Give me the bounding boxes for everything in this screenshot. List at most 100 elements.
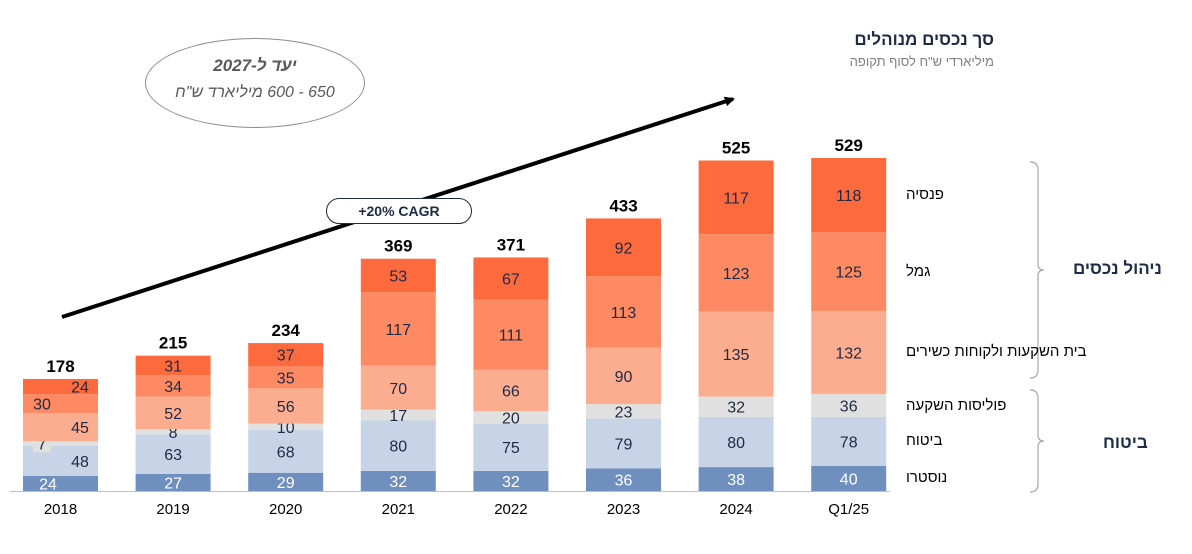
x-tick-label: 2024 <box>719 501 752 518</box>
series-label-policies: פוליסות השקעה <box>906 397 1007 414</box>
bar-segment-insurance <box>135 434 211 475</box>
bar-segment-policies <box>811 394 887 417</box>
value-label-nostro: 27 <box>164 476 182 493</box>
value-label-pension: 67 <box>502 272 520 289</box>
bar-segment-investment_house <box>248 388 324 424</box>
value-label-gemel: 35 <box>277 370 295 387</box>
value-label-policies: 23 <box>615 404 633 421</box>
value-label-policies: 8 <box>169 425 178 442</box>
target-title: יעד ל-2027 <box>213 56 297 75</box>
value-label-insurance: 63 <box>164 447 182 464</box>
value-label-nostro: 40 <box>840 471 858 488</box>
total-label: 529 <box>835 136 863 155</box>
bar-segment-insurance <box>360 420 436 471</box>
bar-segment-insurance <box>248 429 324 473</box>
value-label-gemel: 30 <box>33 396 51 413</box>
bar-segment-gemel <box>360 292 436 366</box>
bar-segment-insurance <box>473 423 549 471</box>
value-label-insurance: 79 <box>615 436 633 453</box>
value-label-pension: 24 <box>71 380 89 397</box>
bar-segment-nostro <box>586 468 661 491</box>
series-label-investment-house: בית השקעות ולקוחות כשירים <box>906 343 1087 360</box>
bar-segment-investment_house <box>811 310 887 395</box>
x-tick-label: 2022 <box>494 501 527 518</box>
bar-segment-policies <box>698 396 774 417</box>
value-label-gemel: 113 <box>611 305 637 322</box>
bar-segment-pension <box>248 343 324 367</box>
value-label-policies: 17 <box>389 408 407 425</box>
cagr-badge: +20% CAGR <box>326 198 472 224</box>
chart-subtitle: מיליארדי ש"ח לסוף תקופה <box>849 54 994 69</box>
bar-segment-policies <box>135 429 211 435</box>
total-label: 371 <box>497 235 525 254</box>
bar-segment-pension <box>811 157 887 233</box>
bar-segment-pension <box>473 257 549 300</box>
total-label: 369 <box>384 237 412 256</box>
value-label-nostro: 38 <box>727 472 745 489</box>
bar-segment-nostro <box>360 470 436 491</box>
target-ellipse: יעד ל-2027 650 - 600 מיליארד ש"ח <box>145 38 365 128</box>
x-tick-label: 2021 <box>382 501 415 518</box>
title-block: סך נכסים מנוהלים מיליארדי ש"ח לסוף תקופה <box>850 30 994 69</box>
value-label-nostro: 36 <box>615 473 633 490</box>
bar-segment-gemel <box>811 232 887 311</box>
bar-segment-gemel <box>248 366 324 389</box>
value-label-investment_house: 132 <box>835 346 862 363</box>
bar-segment-investment_house <box>473 369 549 412</box>
bar-segment-nostro <box>135 474 211 491</box>
bar-segment-investment_house <box>698 311 774 397</box>
value-label-insurance: 80 <box>727 435 745 452</box>
value-label-pension: 37 <box>277 348 295 365</box>
value-label-investment_house: 135 <box>723 347 750 364</box>
bar-segment-policies <box>586 404 661 419</box>
bar-segment-pension <box>360 258 436 293</box>
bar-segment-gemel <box>135 375 211 397</box>
group-label-insurance: ביטוח <box>1103 433 1148 452</box>
value-label-gemel: 123 <box>723 266 750 283</box>
series-label-pension: פנסיה <box>906 186 944 203</box>
value-label-pension: 117 <box>723 190 749 207</box>
bar-segment-policies <box>23 441 98 446</box>
bar-segment-investment_house <box>23 412 98 442</box>
value-label-gemel: 117 <box>386 322 412 339</box>
value-label-insurance: 48 <box>71 454 89 471</box>
bar-segment-insurance <box>586 418 661 469</box>
bar-segment-nostro <box>698 467 774 491</box>
bar-segment-gemel <box>23 394 98 413</box>
value-label-pension: 92 <box>615 240 633 257</box>
value-label-pension: 53 <box>389 268 407 285</box>
bar-segment-policies <box>473 411 549 424</box>
bar-segment-policies <box>360 409 436 421</box>
value-label-investment_house: 45 <box>71 420 89 437</box>
chart-title: סך נכסים מנוהלים <box>854 30 994 49</box>
value-label-insurance: 75 <box>502 440 520 457</box>
value-label-investment_house: 90 <box>615 369 633 386</box>
total-label: 178 <box>46 357 74 376</box>
value-label-nostro: 24 <box>39 476 57 493</box>
bar-segment-gemel <box>698 234 774 312</box>
value-label-gemel: 125 <box>835 265 862 282</box>
series-label-nostro: נוסטרו <box>906 469 948 486</box>
bar-segment-pension <box>698 160 774 235</box>
value-label-nostro: 32 <box>502 474 520 491</box>
value-label-investment_house: 52 <box>164 406 182 423</box>
x-tick-label: 2018 <box>44 501 77 518</box>
value-label-gemel: 34 <box>164 379 182 396</box>
value-label-nostro: 29 <box>277 475 295 492</box>
bar-segment-insurance <box>698 416 774 468</box>
value-label-nostro: 32 <box>389 474 407 491</box>
bar-segment-investment_house <box>135 396 211 430</box>
bar-segment-nostro <box>23 475 98 491</box>
value-label-insurance: 68 <box>277 444 295 461</box>
total-label: 525 <box>722 139 750 158</box>
group-label-asset-management: ניהול נכסים <box>1073 259 1162 278</box>
target-range: 650 - 600 מיליארד ש"ח <box>175 84 335 101</box>
bar-segment-pension <box>23 378 98 395</box>
value-label-investment_house: 56 <box>277 399 295 416</box>
bar-segment-nostro <box>248 472 324 491</box>
x-tick-label: 2023 <box>607 501 640 518</box>
bar-segment-investment_house <box>586 347 661 405</box>
value-label-gemel: 111 <box>499 328 523 345</box>
